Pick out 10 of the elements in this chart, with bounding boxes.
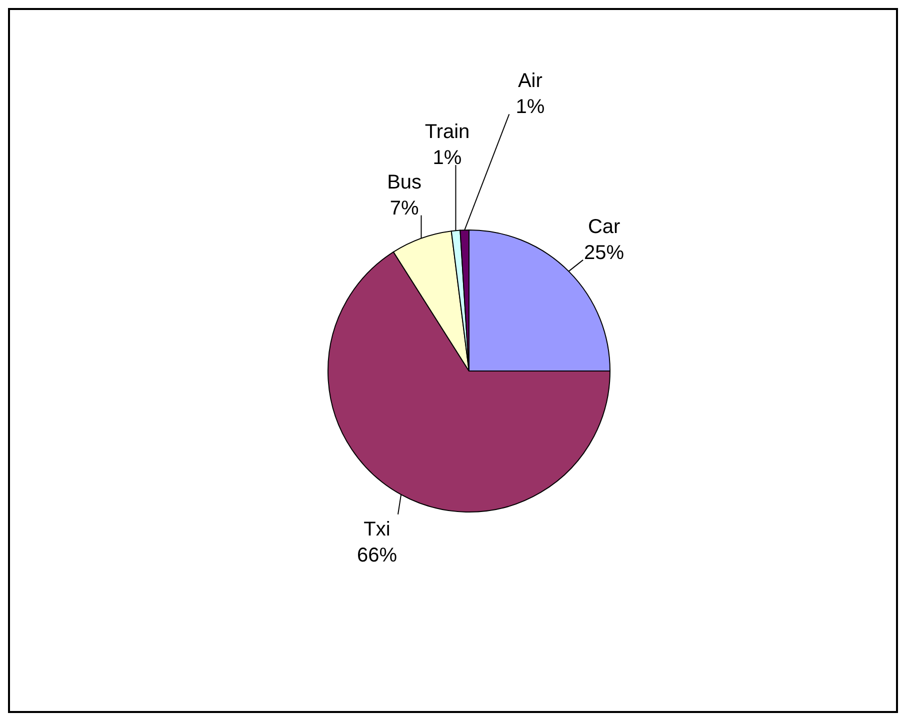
slice-label: Train xyxy=(424,121,470,144)
slice-label: Txi xyxy=(364,518,390,540)
slice-label: Bus xyxy=(387,171,422,194)
data-label: 1% xyxy=(516,96,545,118)
data-label: 7% xyxy=(390,197,419,220)
data-label: 25% xyxy=(584,242,624,264)
data-label: 66% xyxy=(356,544,398,566)
slice-label: Air xyxy=(518,70,543,92)
slice-label: Car xyxy=(588,216,621,238)
data-label: 1% xyxy=(432,147,462,170)
